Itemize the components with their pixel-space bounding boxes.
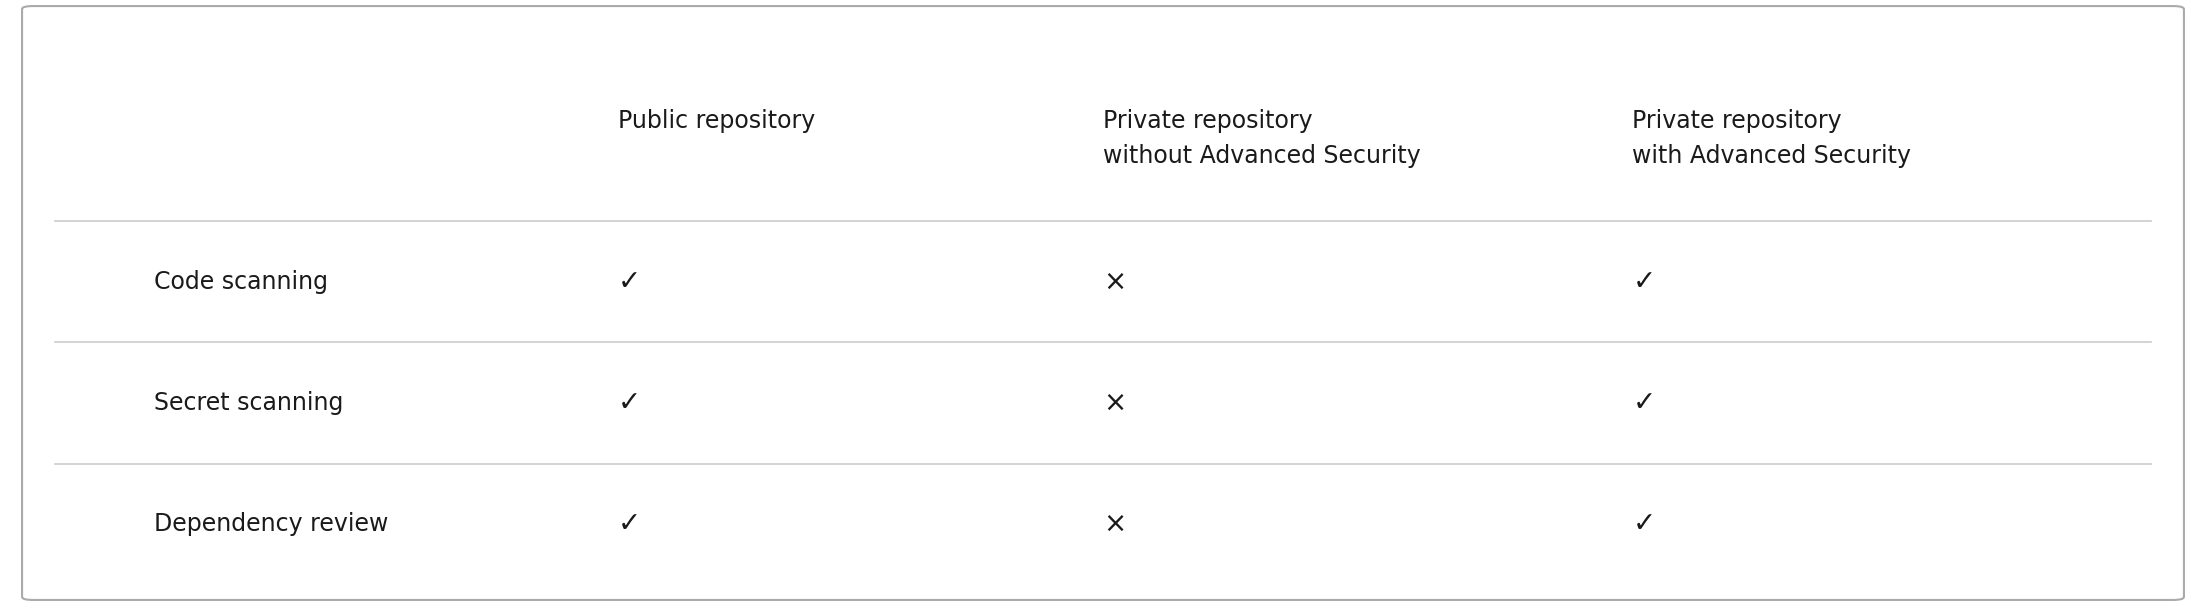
Text: Public repository: Public repository	[618, 109, 814, 133]
Text: ✓: ✓	[618, 268, 642, 296]
Text: Dependency review: Dependency review	[154, 512, 388, 536]
Text: ✓: ✓	[1632, 510, 1657, 538]
Text: ×: ×	[1103, 389, 1127, 417]
FancyBboxPatch shape	[22, 6, 2184, 600]
Text: Private repository
with Advanced Security: Private repository with Advanced Securit…	[1632, 109, 1910, 168]
Text: ✓: ✓	[618, 510, 642, 538]
Text: Secret scanning: Secret scanning	[154, 391, 344, 415]
Text: Code scanning: Code scanning	[154, 270, 329, 294]
Text: Private repository
without Advanced Security: Private repository without Advanced Secu…	[1103, 109, 1421, 168]
Text: ✓: ✓	[618, 389, 642, 417]
Text: ×: ×	[1103, 510, 1127, 538]
Text: ✓: ✓	[1632, 268, 1657, 296]
Text: ×: ×	[1103, 268, 1127, 296]
Text: ✓: ✓	[1632, 389, 1657, 417]
